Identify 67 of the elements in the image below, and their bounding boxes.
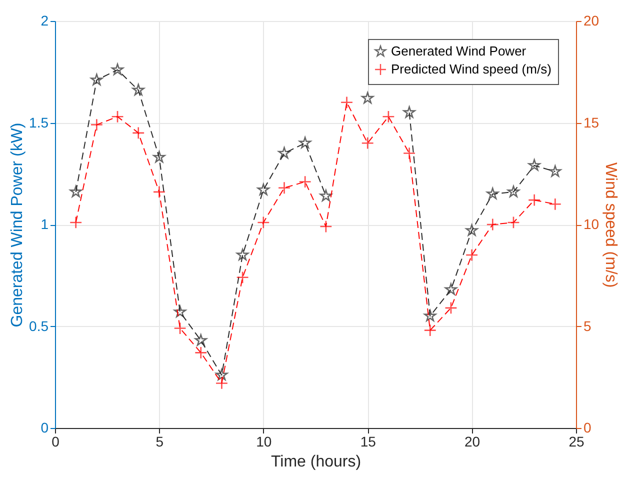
legend-label: Predicted Wind speed (m/s)	[391, 62, 552, 76]
y2-tick-label: 10	[584, 216, 600, 232]
point	[152, 186, 166, 198]
point	[362, 92, 374, 104]
point	[132, 84, 144, 96]
point	[216, 368, 228, 380]
point	[278, 182, 291, 194]
point	[528, 194, 541, 206]
point	[424, 324, 436, 337]
point	[194, 346, 208, 360]
x-tick-label: 20	[464, 434, 480, 450]
point	[402, 146, 416, 160]
x-tick-label: 5	[156, 434, 164, 450]
y2-tick-label: 0	[584, 420, 592, 436]
point	[70, 186, 82, 198]
point	[298, 175, 312, 188]
point	[549, 165, 562, 177]
point	[320, 190, 332, 202]
point	[278, 146, 290, 159]
y-axis-title: Generated Wind Power (kW)	[9, 122, 26, 328]
point	[299, 136, 312, 148]
point	[444, 283, 458, 295]
point	[403, 106, 416, 118]
point	[215, 376, 228, 390]
point	[507, 186, 520, 198]
point	[361, 136, 374, 150]
point	[236, 271, 249, 284]
x-axis-title: Time (hours)	[270, 454, 362, 470]
point	[111, 110, 124, 123]
point	[236, 248, 249, 260]
y2-tick-label: 20	[584, 12, 600, 28]
point	[382, 110, 395, 123]
y2-tick-label: 15	[584, 114, 600, 130]
x-tick-label: 25	[568, 434, 584, 450]
point	[90, 118, 104, 132]
point	[132, 126, 145, 140]
point	[174, 322, 186, 335]
point	[194, 334, 207, 346]
point	[90, 74, 103, 86]
point	[69, 216, 82, 229]
point	[486, 218, 499, 231]
point	[528, 159, 540, 171]
legend-label: Generated Wind Power	[391, 44, 527, 58]
x-tick-label: 10	[256, 434, 272, 450]
y2-axis-title: Wind speed (m/s)	[602, 162, 620, 288]
point	[174, 306, 186, 318]
point	[257, 184, 270, 196]
y2-tick-label: 5	[584, 318, 592, 334]
point	[111, 63, 124, 76]
point	[548, 198, 562, 210]
point	[340, 96, 354, 109]
point	[424, 310, 436, 322]
point	[257, 216, 270, 229]
point	[153, 150, 166, 163]
y-tick-label: 0.5	[29, 318, 49, 334]
point	[507, 216, 520, 229]
point	[486, 188, 499, 200]
x-tick-label: 15	[360, 434, 376, 450]
point	[444, 302, 458, 314]
y-tick-label: 1.5	[29, 114, 49, 130]
point	[466, 224, 478, 236]
x-tick-label: 0	[52, 434, 60, 450]
y-tick-label: 2	[40, 12, 49, 28]
point	[320, 220, 332, 233]
point	[465, 248, 478, 262]
y-tick-label: 1	[40, 216, 49, 232]
y-tick-label: 0	[40, 420, 49, 436]
